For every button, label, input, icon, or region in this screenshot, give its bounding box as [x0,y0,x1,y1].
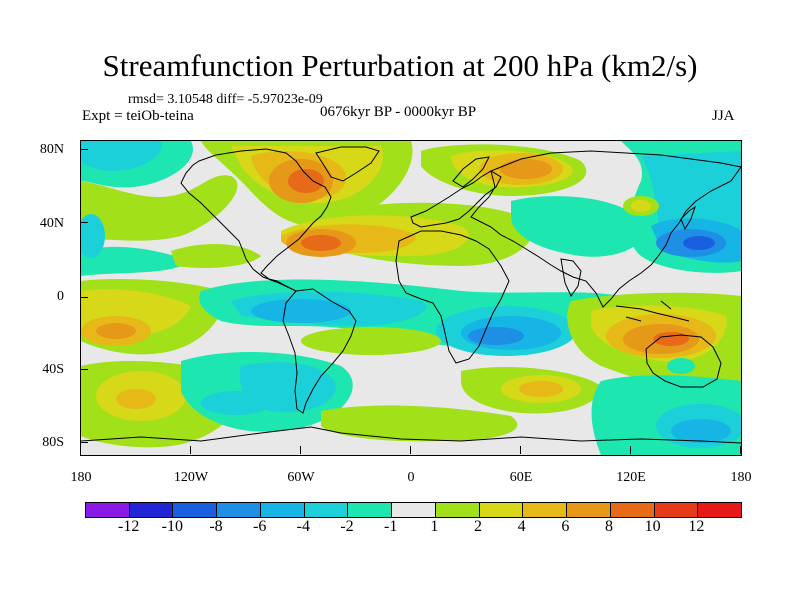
colorbar-swatch [567,503,611,517]
coastline [410,170,502,228]
contour-core [468,327,524,345]
colorbar-label: 10 [644,518,661,535]
colorbar-label: -8 [209,518,223,535]
colorbar-swatch [610,503,655,517]
colorbar-label: -2 [340,518,354,535]
contour-region [511,196,645,257]
contour-region [201,391,271,415]
contour-region [667,358,695,374]
contour-core [301,235,341,251]
colorbar-label: 6 [561,518,570,535]
colorbar-swatch [217,503,261,517]
contour-region [321,405,518,442]
y-label-40n: 40N [39,216,64,231]
x-label-180e: 180 [730,470,752,485]
map-panel [80,140,742,456]
contour-region [171,244,261,268]
colorbar-swatch [392,503,436,517]
coastline [395,230,510,364]
x-label-120w: 120W [173,470,209,485]
colorbar-swatch [348,503,393,517]
axis-tick [740,446,741,454]
contour-region [301,327,441,355]
contour-core [671,419,731,443]
experiment-label: Expt = teiOb-teina [82,108,194,124]
axis-tick [300,446,301,454]
axis-tick [190,446,191,454]
colorbar-label: 12 [688,518,705,535]
colorbar-swatch [479,503,524,517]
axis-tick [520,446,521,454]
chart-title: Streamfunction Perturbation at 200 hPa (… [102,48,698,83]
x-label-60e: 60E [509,470,533,485]
colorbar-swatch [654,503,699,517]
season-label: JJA [712,108,735,124]
contour-core [500,159,552,179]
contour-core [288,169,324,193]
axis-tick [410,446,411,454]
colorbar-label: 8 [605,518,613,535]
contour-core [116,389,156,409]
colorbar-label: 4 [517,518,526,535]
contour-region [631,200,651,212]
coastline [470,150,741,308]
axis-tick [630,446,631,454]
colorbar-label: -10 [161,518,183,535]
colorbar-label: -4 [296,518,310,535]
coastline [180,148,332,292]
x-label-0: 0 [407,470,415,485]
coastline [282,288,357,414]
coastline [680,205,696,231]
axis-tick [80,297,88,298]
x-label-120e: 120E [616,470,646,485]
axis-tick [80,369,88,370]
colorbar-swatch [129,503,174,517]
coastline [645,334,722,388]
contour-region [81,175,238,241]
contour-core [96,323,136,339]
colorbar-swatch [523,503,568,517]
colorbar-label: 2 [474,518,482,535]
coastline [81,426,741,444]
y-label-40s: 40S [42,362,64,377]
colorbar-swatch [698,503,742,517]
colorbar [85,502,742,518]
colorbar-swatch [260,503,305,517]
contour-core [251,299,351,323]
x-label-180w: 180 [70,470,92,485]
colorbar-swatch [86,503,130,517]
x-label-60w: 60W [287,470,315,485]
colorbar-swatch [435,503,480,517]
contour-region [81,141,162,171]
y-label-80n: 80N [39,142,64,157]
axis-tick [80,446,81,454]
colorbar-swatch [173,503,218,517]
colorbar-label: -1 [383,518,398,535]
colorbar-swatch [304,503,349,517]
y-label-0: 0 [57,289,64,304]
colorbar-label: 1 [430,518,439,535]
axis-tick [80,442,88,443]
coastline [315,146,380,182]
coastline [560,258,582,297]
colorbar-label: -6 [252,518,267,535]
streamfunction-field [81,141,741,455]
y-label-80s: 80S [42,435,64,450]
axis-tick [80,222,88,223]
contour-region [81,246,191,276]
colorbar-label: -12 [117,518,140,535]
coastline [452,156,490,188]
contour-core [519,381,563,397]
axis-tick [80,149,88,150]
stats-label: rmsd= 3.10548 diff= -5.97023e-09 [128,92,323,107]
contour-core [683,236,715,250]
contour-region [81,214,105,258]
period-label: 0676kyr BP - 0000kyr BP [320,104,477,120]
coastline [615,300,690,322]
